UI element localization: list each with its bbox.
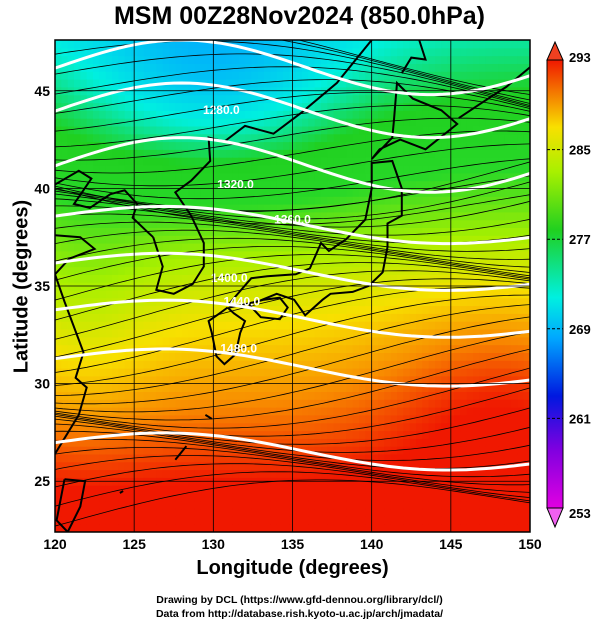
colorbar-min-arrow (546, 507, 564, 529)
y-axis: 25 30 35 40 45 (34, 83, 50, 489)
colorbar: 293 285 277 269 261 253 (546, 40, 591, 529)
credit-data: Data from http://database.rish.kyoto-u.a… (155, 608, 444, 620)
contour-label: 1280.0 (203, 103, 240, 117)
plot-frame (54, 39, 531, 533)
colorbar-tick-label: 269 (569, 322, 591, 337)
x-tick-label: 135 (281, 536, 305, 552)
y-tick-label: 35 (34, 278, 50, 294)
y-tick-label: 30 (34, 376, 50, 392)
x-axis-label: Longitude (degrees) (196, 557, 389, 579)
colorbar-tick-label: 253 (569, 506, 591, 521)
contour-label: 1320.0 (217, 177, 254, 191)
contour-label: 1400.0 (211, 271, 248, 285)
y-tick-label: 25 (34, 473, 50, 489)
x-tick-label: 150 (518, 536, 542, 552)
x-tick-label: 145 (439, 536, 463, 552)
x-tick-label: 120 (43, 536, 67, 552)
y-tick-label: 40 (34, 180, 50, 196)
colorbar-tick-label: 277 (569, 232, 591, 247)
contour-label: 1480.0 (220, 341, 257, 355)
page-title: MSM 00Z28Nov2024 (850.0hPa) (113, 2, 485, 30)
credit-drawing: Drawing by DCL (https://www.gfd-dennou.o… (156, 594, 443, 606)
x-tick-label: 125 (123, 536, 147, 552)
colorbar-max-arrow (546, 40, 564, 61)
x-tick-label: 130 (202, 536, 226, 552)
colorbar-tick-label: 285 (569, 143, 591, 158)
y-tick-label: 45 (34, 83, 50, 99)
x-tick-label: 140 (360, 536, 384, 552)
colorbar-tick-label: 293 (569, 50, 591, 65)
y-axis-label: Latitude (degrees) (10, 199, 33, 374)
contour-label: 1440.0 (223, 295, 260, 309)
colorbar-tick-label: 261 (569, 411, 591, 426)
colorbar-body (546, 59, 564, 509)
x-axis: 120 125 130 135 140 145 150 (43, 536, 542, 552)
